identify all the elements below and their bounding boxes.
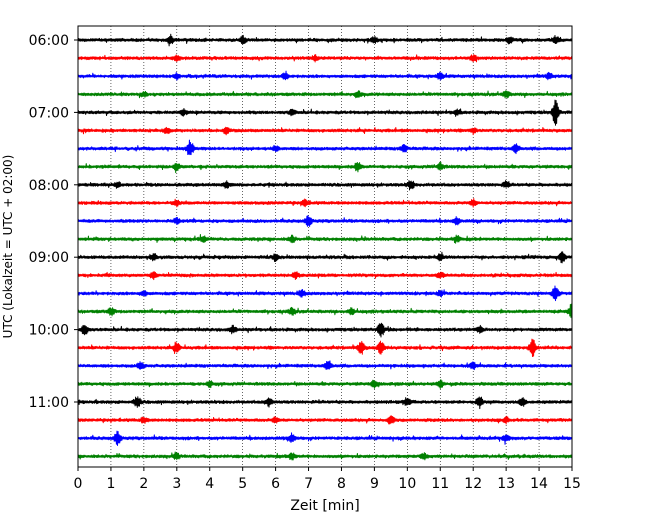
seismic-trace-0815	[77, 198, 573, 208]
plot-frame	[77, 25, 573, 468]
x-axis-label: Zeit [min]	[290, 498, 359, 514]
x-tick-label: 12	[464, 476, 482, 492]
seismic-trace-0945	[77, 303, 573, 322]
seismic-trace-1045	[77, 379, 573, 390]
y-tick-label: 09:00	[29, 250, 69, 266]
x-tick-label: 3	[172, 476, 181, 492]
seismic-trace-1100	[77, 396, 573, 410]
seismic-trace-0845	[77, 233, 573, 244]
seismic-trace-0745	[77, 161, 573, 174]
seismic-trace-0615	[77, 53, 573, 63]
seismic-trace-0645	[77, 90, 573, 99]
x-tick-label: 15	[563, 476, 581, 492]
y-axis-label: UTC (Lokalzeit = UTC + 02:00)	[1, 155, 15, 339]
x-tick-label: 2	[139, 476, 148, 492]
seismic-trace-0600	[77, 33, 573, 47]
seismic-trace-0715	[77, 126, 573, 136]
x-tick-label: 7	[304, 476, 313, 492]
y-tick-label: 11:00	[29, 395, 69, 411]
y-tick-label: 07:00	[29, 105, 69, 121]
y-axis: 06:00 07:00 08:00 09:00 10:00 11:00	[29, 33, 78, 411]
x-tick-label: 6	[271, 476, 280, 492]
x-tick-label: 0	[74, 476, 83, 492]
seismic-trace-1015	[77, 338, 573, 358]
x-tick-label: 13	[497, 476, 515, 492]
seismic-trace-0900	[77, 251, 573, 264]
x-tick-label: 4	[205, 476, 214, 492]
seismic-trace-1000	[77, 322, 573, 338]
seismic-trace-0915	[77, 271, 573, 281]
seismic-trace-0730	[77, 139, 573, 156]
seismic-trace-1145	[77, 451, 573, 461]
x-axis: 0 1 2 3 4 5 6 7 8 9 10 11 12 13 14 15	[74, 467, 581, 492]
x-tick-label: 11	[431, 476, 449, 492]
seismic-trace-0700	[77, 99, 573, 126]
seismic-trace-1115	[77, 415, 573, 425]
seismic-trace-0930	[77, 285, 573, 302]
y-tick-label: 06:00	[29, 33, 69, 49]
seismic-trace-0800	[77, 180, 573, 191]
y-tick-label: 10:00	[29, 323, 69, 339]
x-tick-label: 10	[398, 476, 416, 492]
x-tick-label: 14	[530, 476, 548, 492]
x-tick-label: 5	[238, 476, 247, 492]
x-tick-label: 9	[370, 476, 379, 492]
seismic-trace-0830	[77, 214, 573, 227]
y-tick-label: 08:00	[29, 178, 69, 194]
seismic-trace-1130	[77, 430, 573, 446]
x-tick-label: 8	[337, 476, 346, 492]
seismic-trace-0630	[77, 70, 573, 81]
seismic-trace-1030	[77, 360, 573, 371]
x-tick-label: 1	[106, 476, 115, 492]
trace-layer	[77, 33, 573, 461]
